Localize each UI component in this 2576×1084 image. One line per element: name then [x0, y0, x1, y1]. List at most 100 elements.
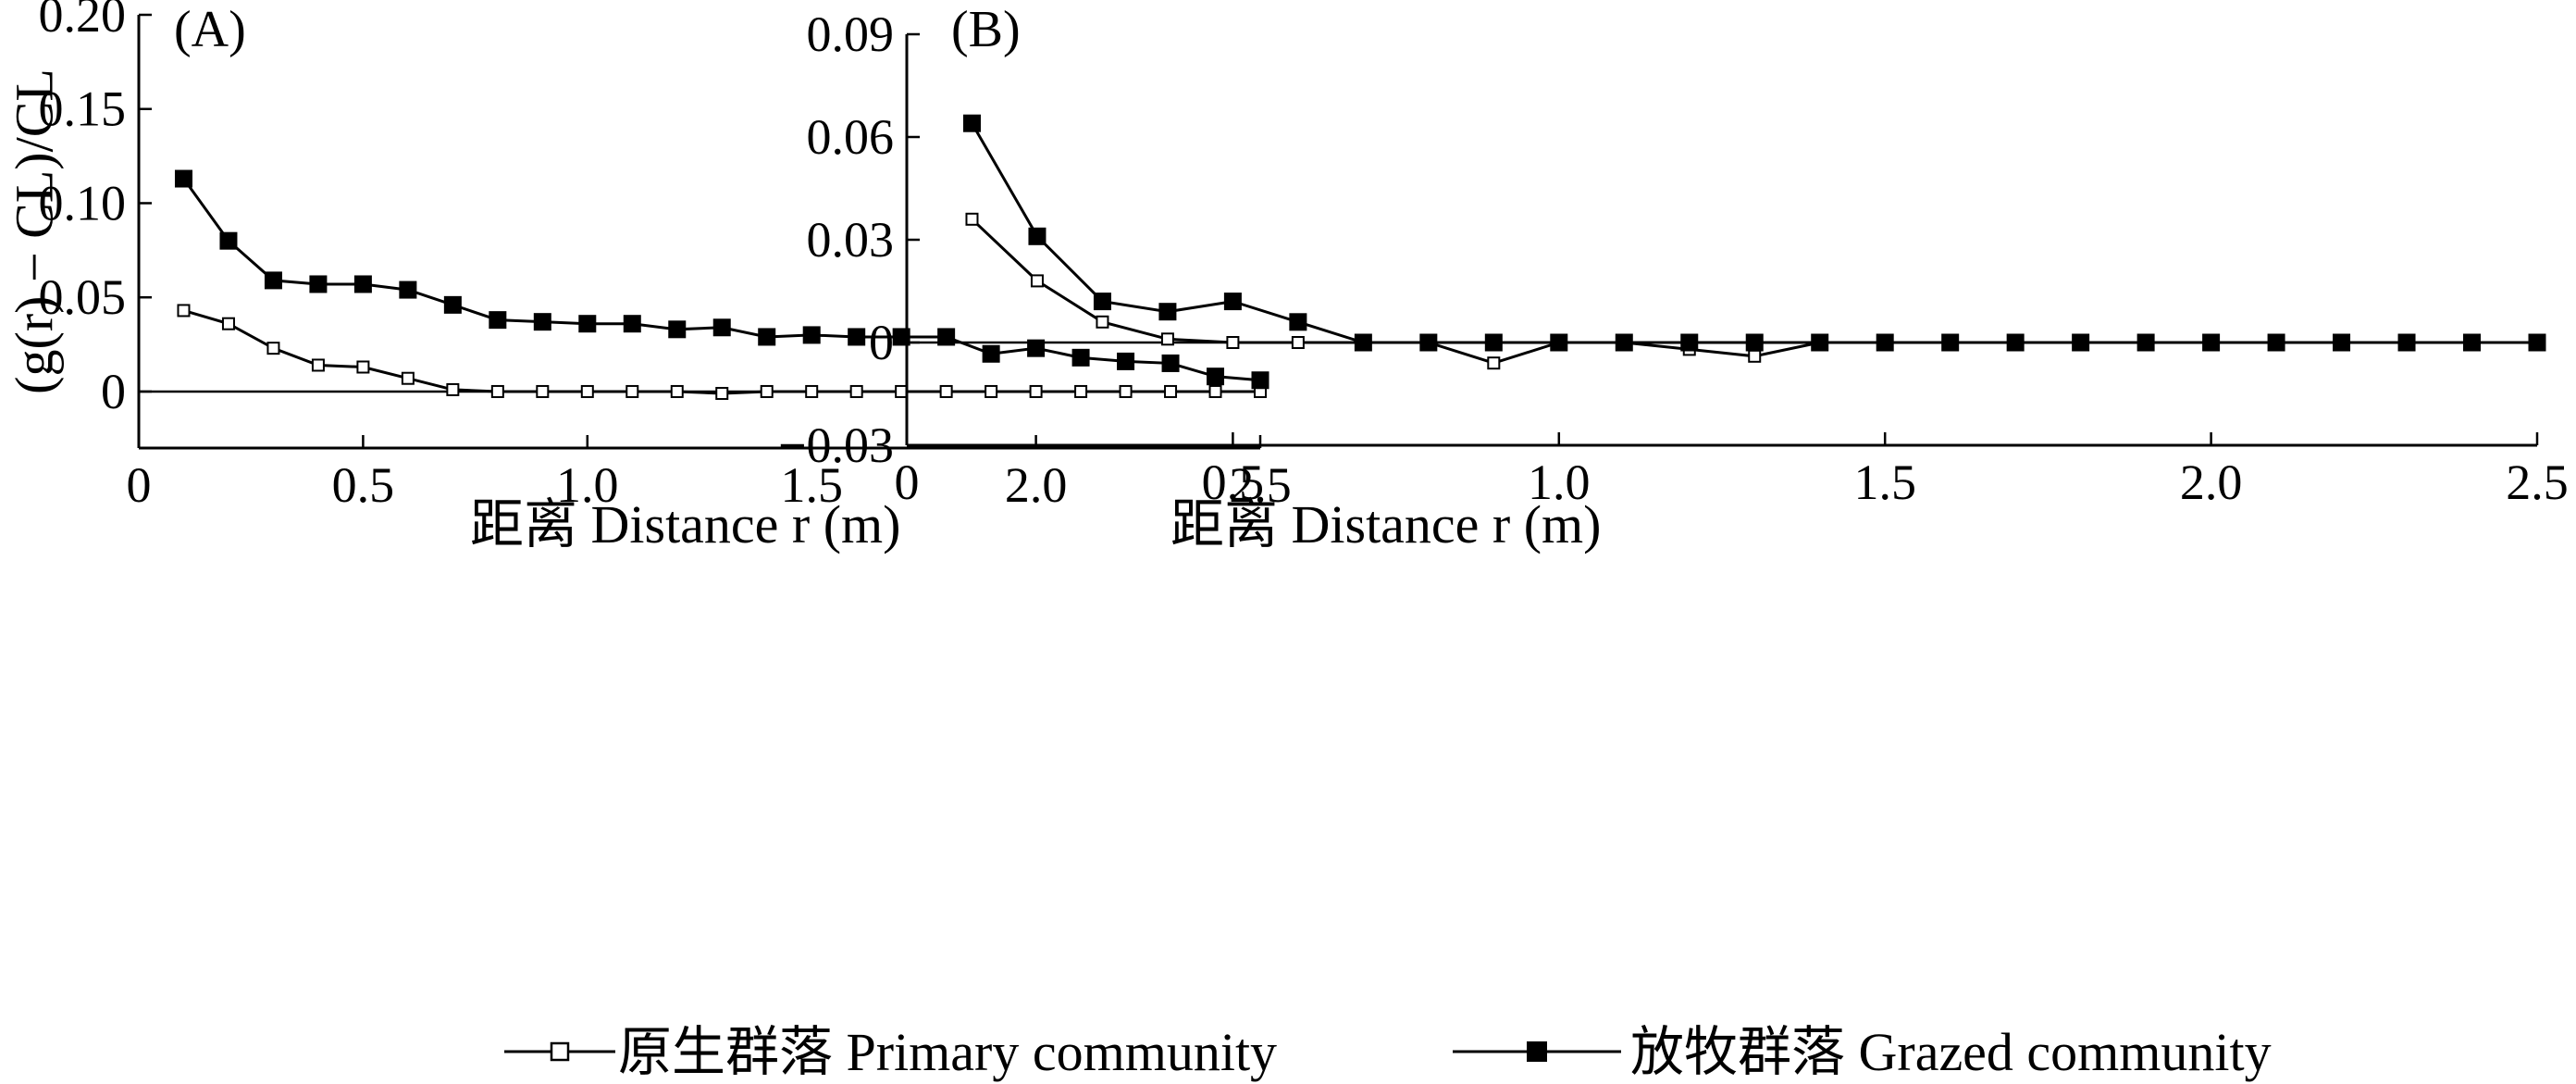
panel-a-x-tick-label: 2.0 [1005, 457, 1068, 513]
panel-a-series-grazed-point [937, 328, 956, 346]
panel-a-series-grazed-point [1161, 354, 1180, 372]
panel-b-x-tick-label: 1.0 [1528, 455, 1591, 510]
panel-a-series-grazed-point [982, 344, 1000, 363]
panel-a-series-primary-point [1029, 384, 1043, 398]
panel-a-series-primary-point [1119, 384, 1133, 398]
panel-a-series-primary-point [760, 384, 774, 398]
panel-b-series-grazed-point [2333, 333, 2351, 352]
panel-a-series-primary-point [401, 371, 415, 385]
panel-a-series-primary-point [1164, 384, 1178, 398]
panel-a-series-primary-point [490, 384, 504, 398]
panel-a-series-grazed-line [182, 178, 1261, 382]
panel-a-series-grazed-point [712, 318, 731, 337]
panel-b-label: (B) [951, 1, 1021, 58]
panel-a-series-grazed-point [353, 275, 372, 293]
panel-a-x-tick-label: 1.5 [780, 457, 843, 513]
panel-b-y-tick-label: −0.03 [778, 417, 894, 473]
panel-b-series-primary-point [1748, 349, 1762, 363]
legend: 原生群落 Primary community 放牧群落 Grazed commu… [504, 1022, 2272, 1082]
panel-a-y-tick-label: 0 [101, 364, 126, 419]
panel-a-series-grazed-point [1117, 352, 1135, 370]
panel-a-x-axis-title: 距离 Distance r (m) [470, 494, 900, 554]
panel-a-series-grazed-point [309, 275, 328, 293]
panel-a-series-grazed-point [578, 315, 597, 333]
panel-b-series-grazed-point [2072, 333, 2090, 352]
panel-a-y-tick-label: 0.20 [39, 0, 127, 43]
panel-a-series-primary-point [177, 304, 191, 318]
panel-a-series-grazed-point [1071, 348, 1090, 367]
panel-b-series-primary-point [1160, 332, 1174, 346]
panel-b-series-grazed-point [2463, 333, 2482, 352]
panel-b-x-tick-label: 2.5 [2506, 455, 2569, 510]
panel-b-series-grazed-point [1223, 293, 1242, 311]
panel-a-y-axis-title: (g(r) − CL)/CL [4, 69, 64, 394]
panel-a-series-grazed-point [399, 280, 417, 299]
panel-a-series-primary-point [221, 317, 235, 330]
panel-a-series-grazed-point [1027, 339, 1046, 357]
legend-item-grazed: 放牧群落 Grazed community [1453, 1022, 2272, 1082]
panel-b-series-primary-point [1030, 274, 1044, 288]
panel-b-series-grazed-point [962, 114, 981, 132]
panel-a-series-grazed-point [533, 313, 551, 331]
panel-b-series-grazed-line [971, 122, 2537, 344]
panel-b-series-grazed-point [1615, 333, 1633, 352]
panel-b-series-grazed-point [1093, 293, 1111, 311]
panel-a-series-grazed-point [1207, 368, 1225, 386]
panel-b-series-grazed-point [1941, 333, 1960, 352]
legend-item-primary: 原生群落 Primary community [504, 1022, 1277, 1082]
panel-b-series-grazed-point [1550, 333, 1568, 352]
panel-a-x-tick-label: 2.5 [1229, 457, 1292, 513]
panel-a-x-tick-label: 0.5 [332, 457, 395, 513]
panel-b-series-primary-point [1226, 336, 1240, 349]
panel-b-series-primary-point [1096, 315, 1109, 329]
panel-b-x-tick-label: 0.5 [1202, 455, 1265, 510]
panel-a-series-primary-point [356, 360, 370, 374]
panel-a-series-primary-point [536, 384, 550, 398]
panel-b-series-primary-point [1291, 336, 1305, 349]
panel-b-series-grazed-point [1680, 333, 1699, 352]
panel-b-series-grazed-point [1354, 333, 1372, 352]
legend-primary-label: 原生群落 Primary community [618, 1022, 1277, 1082]
panel-a-series-primary-point [266, 342, 280, 355]
panel-b-x-tick-label: 0 [895, 455, 920, 510]
panel-b-series-grazed-point [2202, 333, 2221, 352]
panel-a-y-tick-label: 0.15 [39, 81, 127, 137]
panel-a-series-grazed-point [219, 231, 238, 250]
panel-a-series-primary-point [1208, 384, 1222, 398]
panel-b-series-grazed-point [1028, 227, 1046, 245]
panel-b-y-tick-label: 0.03 [807, 212, 895, 268]
panel-a-x-tick-label: 0 [127, 457, 152, 513]
panel-b-y-tick-label: 0.09 [807, 6, 895, 62]
legend-grazed-label: 放牧群落 Grazed community [1630, 1022, 2272, 1082]
panel-a-series-primary-point [805, 384, 819, 398]
panel-a-series-grazed-point [802, 326, 821, 344]
panel-b-series-primary-point [1487, 356, 1501, 370]
legend-grazed-marker [1527, 1041, 1547, 1062]
panel-b-series-grazed-point [2006, 333, 2025, 352]
panel-a-series-primary-point [939, 384, 953, 398]
panel-a-series-grazed-point [1251, 371, 1269, 390]
panel-b-y-tick-label: 0.06 [807, 109, 895, 165]
panel-b-series-grazed-point [1158, 303, 1177, 321]
panel-a: 0 0.5 1.0 1.5 2.0 2.5 0 0.05 0.10 0.15 0.20 (A) 距离 D… [4, 0, 1291, 554]
panel-a-series-grazed-point [443, 295, 462, 314]
panel-a-series-primary-point [895, 384, 909, 398]
panel-a-series-primary-point [446, 382, 460, 396]
panel-b-series-grazed-point [2397, 333, 2416, 352]
panel-b-series-grazed-point [1484, 333, 1503, 352]
panel-a-series-primary-point [849, 384, 863, 398]
panel-a-series-primary-point [580, 384, 594, 398]
panel-a-series-grazed-point [848, 328, 866, 346]
panel-a-series-grazed-point [668, 320, 687, 339]
panel-b-series-grazed-point [2136, 333, 2155, 352]
panel-a-y-tick-label: 0.05 [39, 269, 127, 325]
panel-b-series-grazed-point [1419, 333, 1438, 352]
panel-b-series-grazed-point [2528, 333, 2546, 352]
panel-a-y-tick-label: 0.10 [39, 175, 127, 231]
panel-a-series-grazed-point [758, 328, 776, 346]
panel-b-series-primary-point [965, 212, 979, 226]
panel-a-series-primary-point [715, 386, 729, 400]
legend-primary-marker [550, 1041, 570, 1062]
panel-b-x-tick-label: 2.0 [2180, 455, 2243, 510]
